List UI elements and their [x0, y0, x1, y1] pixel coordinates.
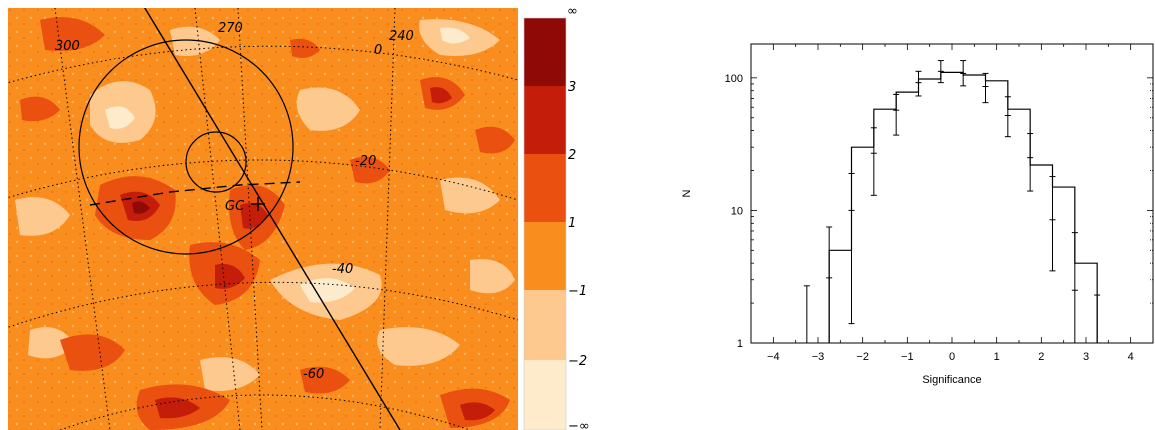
x-tick-label: −3: [812, 351, 825, 363]
data-point: [1004, 96, 1011, 138]
colorbar-label-minus-2: −2: [568, 354, 587, 369]
map-field: 300 270 240 0 -20 -40 -60 GC: [8, 8, 518, 430]
plot-border: [750, 43, 1154, 344]
colorbar-label-plus-inf: ∞: [567, 4, 578, 19]
plot-frame: [750, 43, 1154, 344]
lat-label-minus-60: -60: [303, 367, 324, 382]
x-axis-label: Significance: [922, 374, 981, 386]
y-tick-label: 10: [731, 205, 743, 217]
coordinate-grid: [8, 8, 518, 430]
lon-label-0: 0: [374, 43, 382, 58]
small-circle-region: [185, 131, 247, 193]
data-point: [1094, 294, 1101, 344]
data-point: [982, 72, 989, 104]
high-significance-regions: [20, 17, 515, 430]
colorbar-segment-higher: [524, 86, 566, 154]
lon-label-240: 240: [389, 29, 414, 44]
data-point: [1071, 232, 1078, 343]
y-tick-label: 100: [725, 73, 743, 85]
data-point: [870, 127, 877, 196]
colorbar-label-minus-1: −1: [568, 284, 587, 299]
gc-cross-icon: [251, 197, 265, 211]
lon-label-270: 270: [218, 21, 243, 36]
x-tick-label: 2: [1038, 351, 1044, 363]
x-tick-label: −2: [856, 351, 869, 363]
low-significance-regions: [15, 19, 515, 391]
x-tick-label: 4: [1128, 351, 1134, 363]
error-bar-points: [803, 60, 1101, 344]
x-tick-label: 0: [949, 351, 955, 363]
colorbar-label-minus-inf: −∞: [568, 419, 590, 430]
data-point: [1049, 176, 1056, 272]
axis-tick-labels: −4 −3 −2 −1 0 1 2 3 4 1 10 100: [725, 73, 1134, 363]
colorbar-segment-lowest: [524, 360, 566, 430]
histogram-outline: [828, 71, 1098, 343]
colorbar-label-1: 1: [568, 216, 576, 231]
data-point: [960, 60, 967, 87]
x-tick-label: 1: [994, 351, 1000, 363]
colorbar-segment-low: [524, 290, 566, 360]
data-point: [915, 70, 922, 97]
lat-label-minus-20: -20: [355, 154, 376, 169]
data-point: [848, 172, 855, 325]
large-circle-region: [78, 39, 294, 255]
colorbar-segment-highest: [524, 18, 566, 86]
colorbar-segment-high: [524, 154, 566, 222]
y-tick-label: 1: [737, 338, 743, 350]
data-point: [893, 93, 900, 136]
x-tick-label: 3: [1083, 351, 1089, 363]
significance-sky-map: 300 270 240 0 -20 -40 -60 GC ∞ 3 2 1 −1 …: [8, 4, 590, 430]
lon-label-300: 300: [55, 39, 80, 54]
galactic-plane-line: [144, 8, 401, 430]
data-point: [826, 226, 833, 343]
histogram-steps: [828, 71, 1098, 343]
colorbar-segment-mid: [524, 222, 566, 290]
colorbar: ∞ 3 2 1 −1 −2 −∞: [523, 4, 590, 430]
data-point: [803, 285, 810, 344]
data-point: [937, 60, 944, 84]
x-tick-label: −1: [901, 351, 914, 363]
significance-histogram: −4 −3 −2 −1 0 1 2 3 4 1 10 100 Significance N: [681, 43, 1154, 386]
y-axis-label: N: [681, 189, 693, 197]
dashed-reference-line: [89, 181, 301, 206]
colorbar-label-2: 2: [568, 148, 576, 163]
x-tick-label: −4: [767, 351, 780, 363]
data-point: [1027, 133, 1034, 192]
axis-ticks: [750, 44, 1154, 344]
lat-label-minus-40: -40: [332, 262, 353, 277]
colorbar-label-3: 3: [568, 80, 576, 95]
gc-label: GC: [225, 199, 245, 214]
